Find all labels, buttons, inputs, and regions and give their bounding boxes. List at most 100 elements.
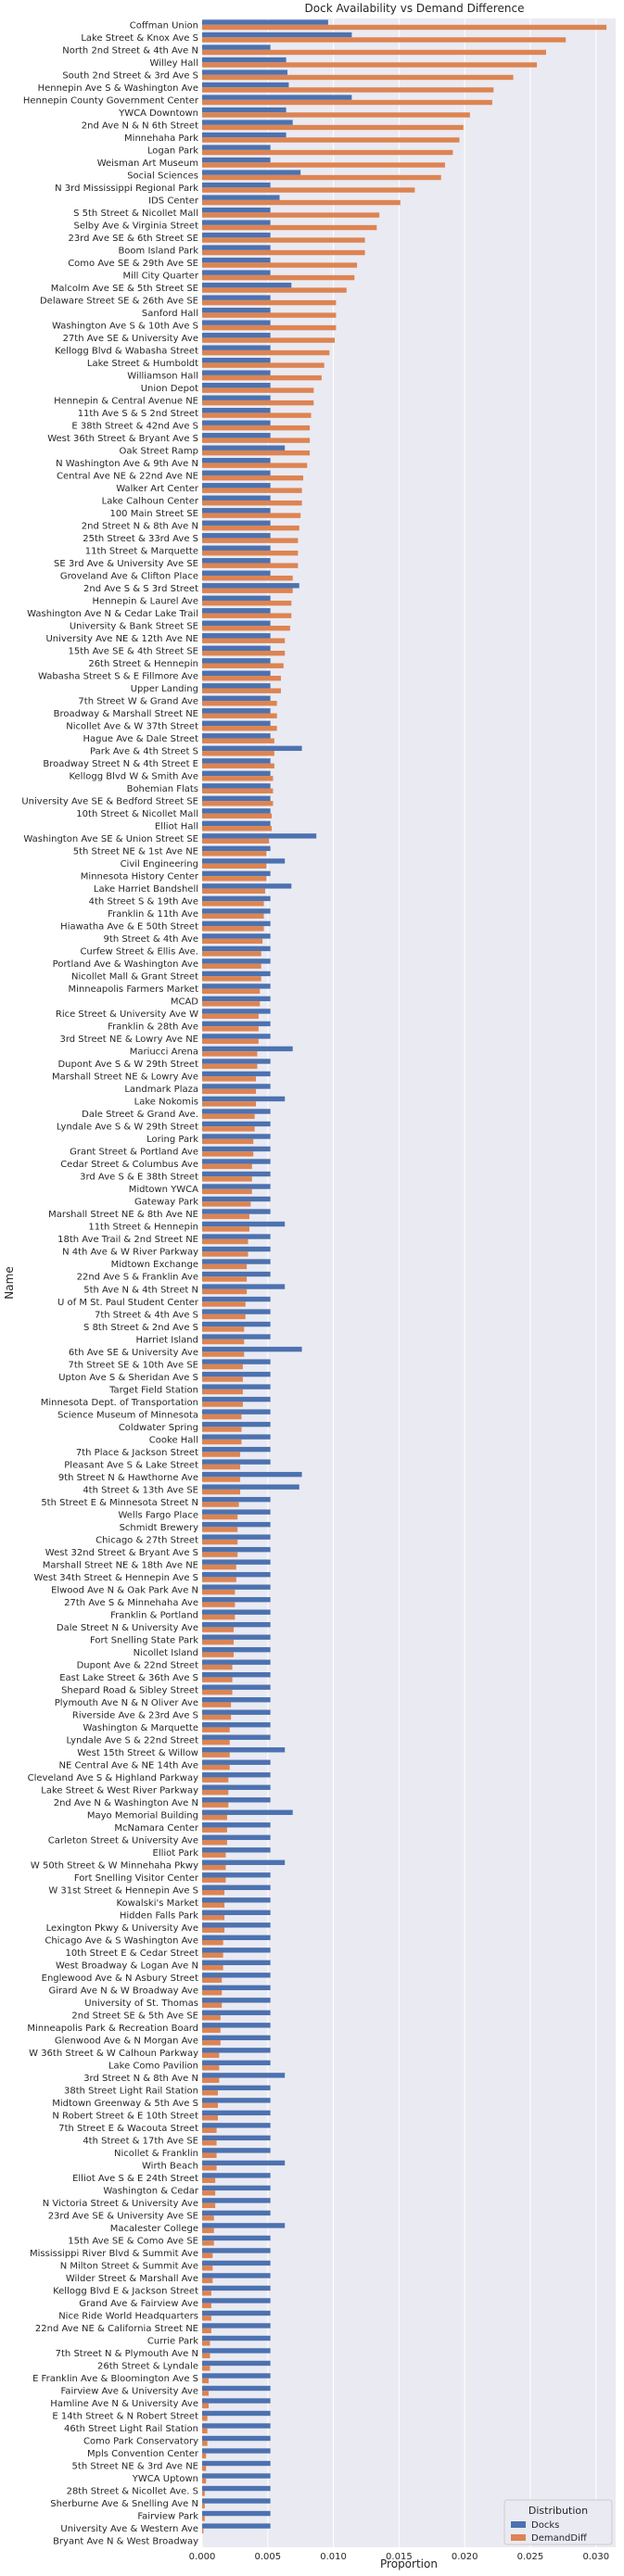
bar-docks xyxy=(202,908,271,914)
bar-demanddiff xyxy=(202,1088,257,1095)
bar-docks xyxy=(202,458,271,463)
y-tick-label: N Robert Street & E 10th Street xyxy=(52,2112,198,2122)
bar-demanddiff xyxy=(202,863,267,869)
y-tick-label: Cleveland Ave S & Highland Parkway xyxy=(28,1773,198,1783)
bar-docks xyxy=(202,1171,271,1177)
bar-demanddiff xyxy=(202,2202,216,2209)
bar-docks xyxy=(202,1296,271,1302)
bar-demanddiff xyxy=(202,1351,245,1357)
bar-demanddiff xyxy=(202,563,299,568)
bar-docks xyxy=(202,1084,271,1089)
bar-demanddiff xyxy=(202,550,299,556)
bar-docks xyxy=(202,1973,271,1978)
bar-demanddiff xyxy=(202,463,308,468)
bar-demanddiff xyxy=(202,638,286,643)
bar-docks xyxy=(202,2060,271,2066)
y-tick-label: Upton Ave S & Sheridan Ave S xyxy=(58,1373,198,1383)
y-tick-label: Malcolm Ave SE & 5th Street SE xyxy=(51,284,198,294)
y-tick-label: Selby Ave & Virginia Street xyxy=(74,221,199,231)
bar-demanddiff xyxy=(202,1013,259,1020)
bar-demanddiff xyxy=(202,1802,229,1808)
bar-docks xyxy=(202,57,287,63)
bar-docks xyxy=(202,2498,271,2504)
y-tick-label: Hidden Falls Park xyxy=(120,1911,198,1922)
y-tick-label: Midtown YWCA xyxy=(129,1185,198,1195)
y-tick-label: West 34th Street & Hennepin Ave S xyxy=(34,1573,198,1583)
bar-demanddiff xyxy=(202,613,292,618)
bar-demanddiff xyxy=(202,1364,243,1370)
y-tick-label: 3rd Street NE & Lowry Ave NE xyxy=(59,1034,198,1045)
bar-docks xyxy=(202,820,271,827)
y-tick-label: West Broadway & Logan Ave N xyxy=(56,1961,198,1972)
bar-demanddiff xyxy=(202,2115,218,2121)
bar-docks xyxy=(202,2210,271,2216)
bar-docks xyxy=(202,895,271,902)
bar-docks xyxy=(202,2035,271,2041)
y-tick-label: Wells Fargo Place xyxy=(118,1510,198,1520)
bar-demanddiff xyxy=(202,1188,252,1195)
y-tick-label: Hamline Ave N & University Ave xyxy=(50,2399,198,2409)
bar-demanddiff xyxy=(202,1276,248,1282)
bar-demanddiff xyxy=(202,513,301,518)
bar-docks xyxy=(202,958,271,964)
bar-docks xyxy=(202,1922,271,1928)
y-tick-label: 10th Street & Nicollet Mall xyxy=(76,809,198,819)
bar-docks xyxy=(202,2073,286,2078)
y-tick-label: YWCA Uptown xyxy=(132,2474,198,2484)
bar-demanddiff xyxy=(202,2065,220,2071)
bar-demanddiff xyxy=(202,926,264,932)
bar-docks xyxy=(202,1246,271,1252)
y-tick-label: Fort Snelling Visitor Center xyxy=(74,1873,199,1884)
y-tick-label: Elwood Ave N & Oak Park Ave N xyxy=(51,1585,198,1595)
bar-demanddiff xyxy=(202,1990,223,1996)
bar-demanddiff xyxy=(202,1639,234,1645)
bar-docks xyxy=(202,520,271,526)
y-tick-label: Science Museum of Minnesota xyxy=(57,1410,198,1420)
bar-docks xyxy=(202,2323,271,2329)
bar-docks xyxy=(202,1747,286,1753)
bar-demanddiff xyxy=(202,374,322,381)
bar-docks xyxy=(202,207,271,213)
bar-docks xyxy=(202,558,271,564)
y-tick-label: 9th Street N & Hawthorne Ave xyxy=(58,1473,198,1483)
bar-demanddiff xyxy=(202,1539,238,1545)
bar-demanddiff xyxy=(202,1927,225,1933)
y-tick-label: 38th Street Light Rail Station xyxy=(64,2087,198,2097)
bar-docks xyxy=(202,2385,271,2392)
y-tick-label: East Lake Street & 36th Ave S xyxy=(59,1673,198,1683)
bar-demanddiff xyxy=(202,2127,217,2133)
y-tick-label: Fairview Park xyxy=(137,2512,198,2522)
bar-docks xyxy=(202,1659,271,1665)
bar-docks xyxy=(202,95,352,100)
x-tick-label: 0.030 xyxy=(582,2552,609,2562)
y-tick-label: 4th Street S & 19th Ave xyxy=(89,897,198,907)
y-tick-label: 25th Street & 33rd Ave S xyxy=(83,534,198,544)
y-tick-label: Nicollet & Franklin xyxy=(114,2149,198,2159)
y-tick-label: 2nd Ave S & S 3rd Street xyxy=(83,584,198,594)
bar-demanddiff xyxy=(202,1614,236,1620)
y-tick-label: 9th Street & 4th Ave xyxy=(104,934,198,945)
bar-demanddiff xyxy=(202,1051,258,1057)
bar-demanddiff xyxy=(202,174,441,181)
y-tick-label: N 4th Ave & W River Parkway xyxy=(62,1248,198,1258)
y-tick-label: 100 Main Street SE xyxy=(109,509,198,519)
bar-docks xyxy=(202,2410,271,2417)
bar-demanddiff xyxy=(202,1126,255,1132)
bar-docks xyxy=(202,2285,271,2291)
y-tick-label: Franklin & 11th Ave xyxy=(108,909,198,920)
bar-demanddiff xyxy=(202,1827,227,1833)
bar-demanddiff xyxy=(202,2265,213,2271)
y-tick-label: Glenwood Ave & N Morgan Ave xyxy=(55,2037,198,2047)
bar-demanddiff xyxy=(202,1176,252,1182)
y-tick-label: U of M St. Paul Student Center xyxy=(57,1298,199,1308)
y-tick-label: Minnesota History Center xyxy=(81,872,199,882)
y-tick-label: E 38th Street & 42nd Ave S xyxy=(71,421,198,431)
bar-demanddiff xyxy=(202,62,538,68)
y-tick-label: W 36th Street & W Calhoun Parkway xyxy=(29,2049,198,2059)
bar-docks xyxy=(202,1634,271,1640)
bar-docks xyxy=(202,1196,271,1202)
bar-docks xyxy=(202,1309,271,1314)
bar-demanddiff xyxy=(202,124,464,131)
y-tick-label: 7th Street & 4th Ave S xyxy=(95,1310,198,1320)
bar-docks xyxy=(202,1797,271,1803)
